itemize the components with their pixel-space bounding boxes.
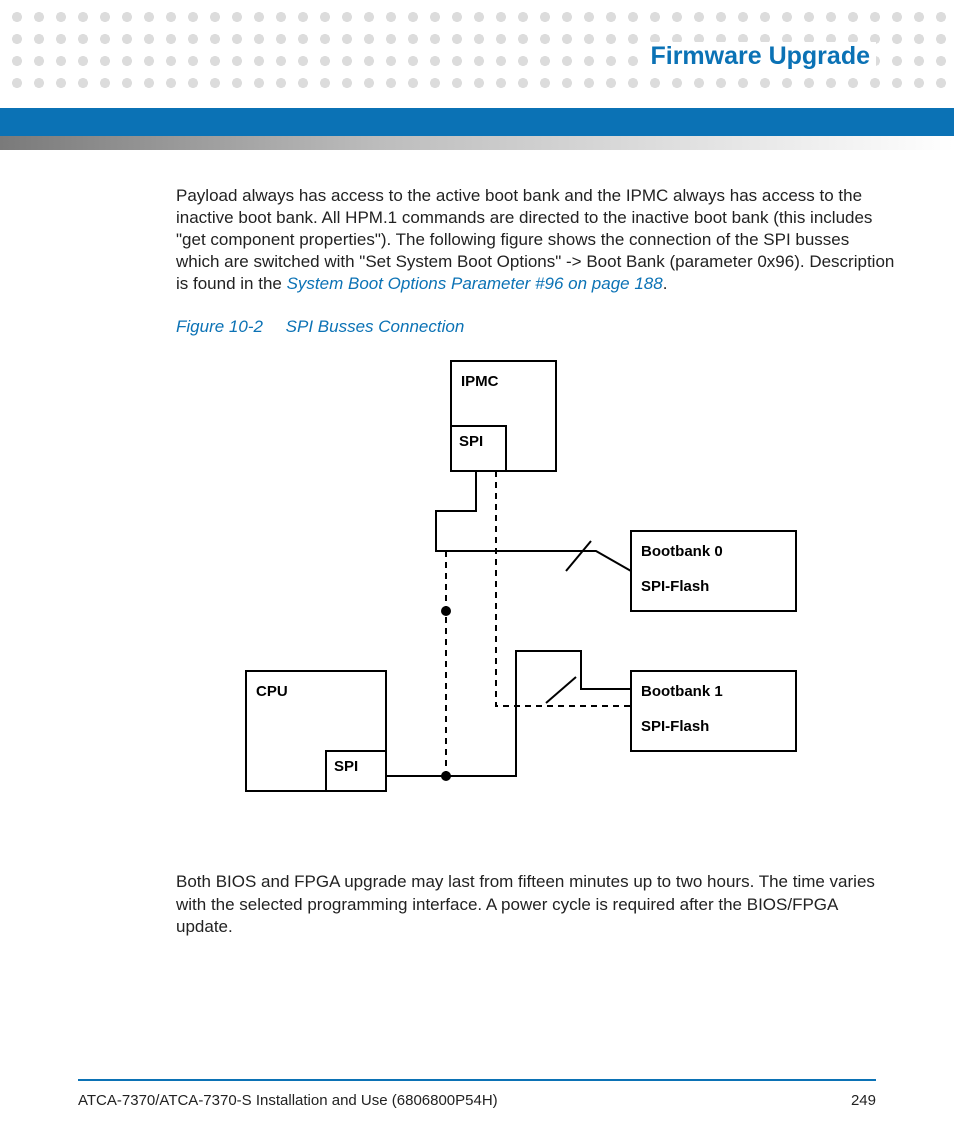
svg-text:IPMC: IPMC xyxy=(461,373,499,390)
content-area: Payload always has access to the active … xyxy=(176,185,896,960)
footer-rule xyxy=(78,1079,876,1081)
svg-text:SPI-Flash: SPI-Flash xyxy=(641,578,709,595)
paragraph-2: Both BIOS and FPGA upgrade may last from… xyxy=(176,871,896,937)
svg-text:Bootbank 1: Bootbank 1 xyxy=(641,683,723,700)
figure-title: SPI Busses Connection xyxy=(286,317,465,336)
svg-text:SPI: SPI xyxy=(334,758,358,775)
paragraph-1-tail: . xyxy=(663,274,668,293)
figure-number: Figure 10-2 xyxy=(176,317,263,336)
svg-text:CPU: CPU xyxy=(256,683,288,700)
paragraph-1: Payload always has access to the active … xyxy=(176,185,896,295)
footer: ATCA-7370/ATCA-7370-S Installation and U… xyxy=(78,1092,876,1109)
spi-busses-diagram: IPMC SPI CPU SPI Bootbank 0 SPI-Flash Bootbank… xyxy=(236,351,836,841)
footer-doc-title: ATCA-7370/ATCA-7370-S Installation and U… xyxy=(78,1092,498,1109)
svg-text:SPI-Flash: SPI-Flash xyxy=(641,718,709,735)
figure-caption: Figure 10-2 SPI Busses Connection xyxy=(176,317,896,337)
header-gradient-bar xyxy=(0,136,954,150)
header-blue-bar xyxy=(0,108,954,136)
footer-page-number: 249 xyxy=(851,1092,876,1109)
cross-ref-link[interactable]: System Boot Options Parameter #96 on pag… xyxy=(287,274,663,293)
page-title: Firmware Upgrade xyxy=(644,42,876,71)
svg-text:Bootbank 0: Bootbank 0 xyxy=(641,543,723,560)
svg-text:SPI: SPI xyxy=(459,433,483,450)
